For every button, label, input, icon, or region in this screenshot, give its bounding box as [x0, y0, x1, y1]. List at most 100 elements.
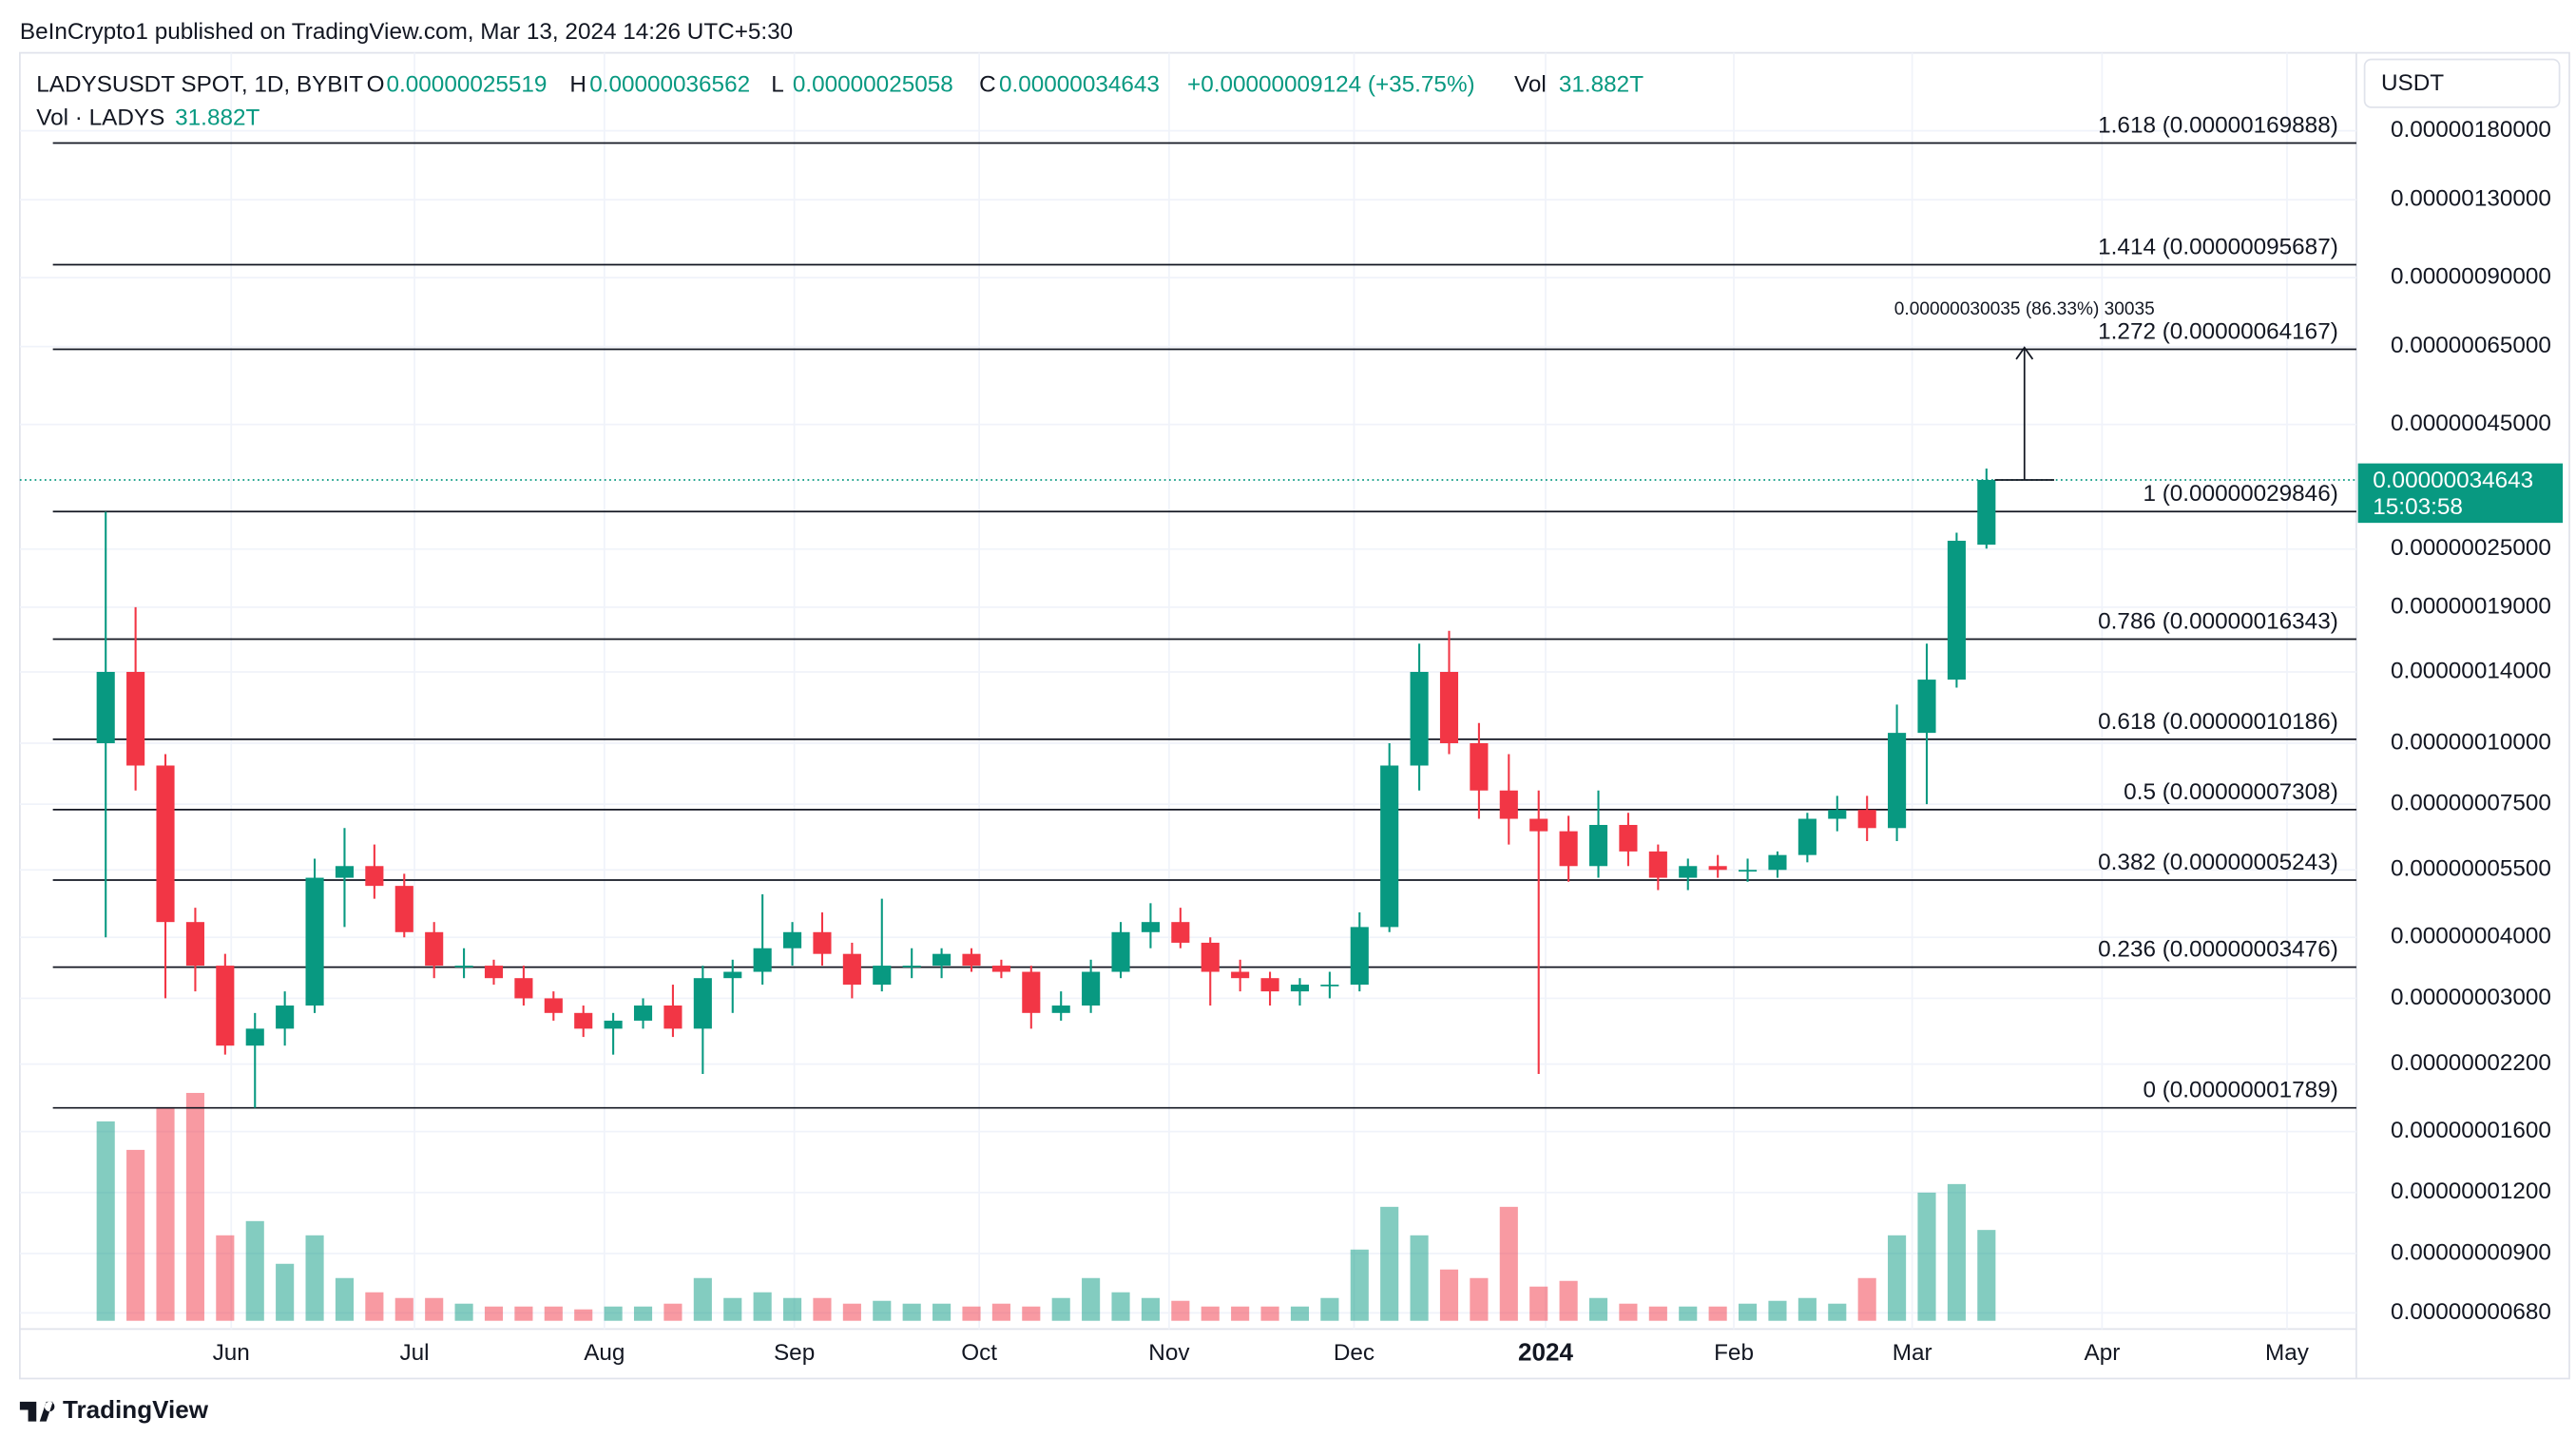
volume-bar [1559, 1280, 1578, 1321]
fib-label: 0.382 (0.00000005243) [2098, 850, 2338, 875]
volume-bar [1797, 1297, 1817, 1321]
candle-body [454, 966, 473, 968]
volume-bar [185, 1092, 204, 1321]
change-value: +0.00000009124 (+35.75%) [1187, 72, 1475, 98]
candle-body [663, 1005, 682, 1029]
volume-bar [1439, 1269, 1459, 1321]
logo-icon [19, 1401, 55, 1422]
volume-bar [1201, 1306, 1220, 1321]
candle-body [1439, 671, 1459, 744]
x-tick-label: Feb [1714, 1340, 1754, 1366]
volume-bar [425, 1297, 444, 1321]
y-tick-label: 0.00000180000 [2391, 117, 2551, 143]
currency-label[interactable]: USDT [2381, 70, 2444, 96]
x-tick-label: Aug [584, 1340, 625, 1366]
volume-bar [454, 1303, 473, 1321]
y-tick-label: 0.00000003000 [2391, 985, 2551, 1010]
candle-body [604, 1020, 623, 1029]
y-tick-label: 0.00000019000 [2391, 593, 2551, 619]
volume-bar [1857, 1277, 1876, 1321]
candle-body [156, 765, 175, 923]
volume-bar [156, 1106, 175, 1321]
volume-bar [1648, 1306, 1667, 1321]
y-tick-label: 0.00000010000 [2391, 729, 2551, 755]
volume-bar [1231, 1306, 1250, 1321]
y-tick-label: 0.00000001200 [2391, 1178, 2551, 1204]
candle-body [126, 671, 145, 766]
volume-bar [1410, 1235, 1429, 1321]
x-tick-label: Nov [1148, 1340, 1190, 1366]
volume-bar [991, 1303, 1010, 1321]
close-value: 0.00000034643 [999, 72, 1160, 98]
volume-bar [633, 1306, 653, 1321]
volume-bar [1917, 1192, 1936, 1321]
y-tick-label: 0.00000130000 [2391, 186, 2551, 212]
candle-body [216, 966, 235, 1046]
volume-bar [1977, 1230, 1996, 1321]
candle-body [394, 886, 413, 932]
measure-label: 0.00000030035 (86.33%) 30035 [1894, 299, 2155, 319]
candle-body [1380, 765, 1399, 928]
candle-body [1051, 1005, 1070, 1013]
candle-body [1231, 971, 1250, 979]
volume-bar [693, 1277, 712, 1321]
brand-logo [19, 1401, 55, 1422]
fib-label: 1.272 (0.00000064167) [2098, 319, 2338, 345]
volume-bar [544, 1306, 563, 1321]
volume-bar [1171, 1300, 1190, 1321]
last-price-box [2357, 463, 2564, 524]
volume-bar [245, 1220, 264, 1321]
fib-label: 0.786 (0.00000016343) [2098, 609, 2338, 635]
candle-body [693, 978, 712, 1029]
candle-body [1619, 824, 1638, 852]
candle-body [723, 971, 742, 979]
vol-value: 31.882T [1559, 72, 1644, 98]
brand: TradingView [63, 1395, 209, 1424]
volume-bar [1529, 1286, 1548, 1321]
candle-body [1350, 927, 1369, 986]
x-tick-label: Apr [2084, 1340, 2120, 1366]
volume-bar [604, 1306, 623, 1321]
candle-body [1290, 985, 1310, 992]
candle-body [1857, 810, 1876, 829]
fib-label: 1.618 (0.00000169888) [2098, 113, 2338, 139]
fib-label: 0.5 (0.00000007308) [2124, 779, 2338, 805]
candle-body [633, 1005, 653, 1021]
high-value: 0.00000036562 [589, 72, 750, 98]
volume-bar [842, 1303, 861, 1321]
volume-bar [1260, 1306, 1279, 1321]
volume-bar [1888, 1235, 1907, 1321]
candle-body [962, 953, 981, 967]
candle-body [276, 1005, 295, 1029]
y-tick-label: 0.00000001600 [2391, 1118, 2551, 1143]
fib-label: 0.236 (0.00000003476) [2098, 937, 2338, 963]
candle-body [335, 866, 355, 878]
candle-body [1648, 851, 1667, 878]
open-value: 0.00000025519 [387, 72, 548, 98]
volume-legend: Vol · LADYS [36, 105, 164, 130]
candle-body [1410, 671, 1429, 766]
last-price-label: 0.00000034643 [2373, 468, 2533, 493]
volume-bar [1290, 1306, 1310, 1321]
candle-body [96, 671, 115, 744]
volume-bar [1350, 1249, 1369, 1321]
volume-bar [574, 1309, 593, 1321]
volume-bar [216, 1235, 235, 1321]
currency-button[interactable] [2363, 58, 2561, 108]
candle-body [1888, 733, 1907, 829]
x-tick-label: May [2265, 1340, 2310, 1366]
x-tick-label: Jul [400, 1340, 430, 1366]
candle-body [1768, 854, 1787, 871]
x-tick-label: Jun [213, 1340, 250, 1366]
candle-body [245, 1028, 264, 1046]
volume-bar [1051, 1297, 1070, 1321]
axis-layer: 0.00000180000 0.00000130000 0.00000090000 0… [213, 117, 2551, 1366]
candle-body [1588, 824, 1608, 867]
volume-bar [1619, 1303, 1638, 1321]
vol-key: Vol [1514, 72, 1547, 98]
candle-body [544, 998, 563, 1013]
volume-bar [365, 1292, 384, 1321]
